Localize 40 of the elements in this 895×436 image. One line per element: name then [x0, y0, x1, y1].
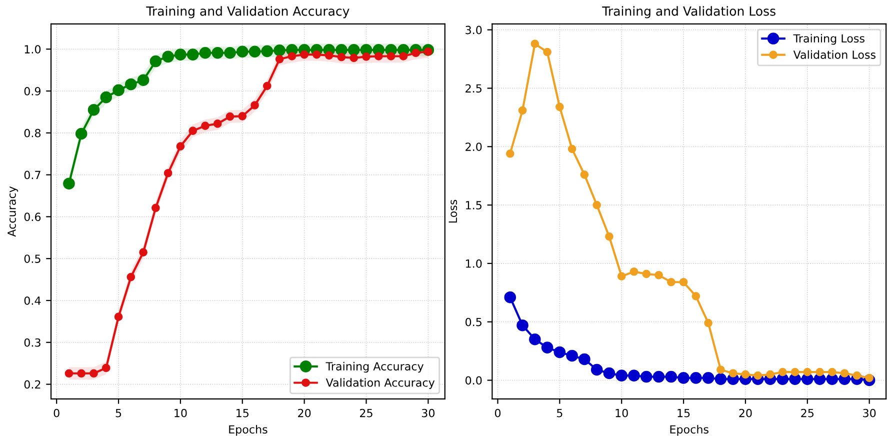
x-tick-label: 10 — [174, 408, 187, 418]
y-tick-label: 2.5 — [466, 84, 482, 93]
y-axis-title: Loss — [448, 200, 458, 223]
y-tick-label: 0.5 — [466, 318, 482, 326]
y-tick-label: 0.3 — [24, 338, 40, 347]
x-tick-label: 10 — [616, 408, 628, 418]
y-tick-label: 0.8 — [24, 128, 41, 138]
y-tick-label: 0.5 — [24, 254, 40, 263]
y-tick-label: 0.2 — [24, 380, 40, 389]
y-tick-label: 3.0 — [466, 26, 482, 34]
legend-label: Validation Loss — [793, 50, 876, 59]
x-tick-label: 30 — [863, 408, 876, 418]
x-tick-label: 15 — [236, 409, 248, 418]
legend-label: Training Accuracy — [326, 362, 424, 373]
y-tick-label: 0.6 — [24, 212, 41, 222]
x-tick-label: 20 — [739, 408, 752, 418]
y-tick-label: 2.0 — [466, 142, 482, 152]
y-tick-label: 1.0 — [24, 45, 41, 54]
x-tick-label: 15 — [678, 409, 690, 418]
x-axis-title: Epochs — [229, 424, 268, 436]
x-tick-label: 20 — [298, 408, 311, 418]
y-tick-label: 1.5 — [466, 201, 482, 210]
x-tick-label: 0 — [54, 408, 60, 418]
chart-title: Training and Validation Loss — [602, 6, 776, 18]
x-tick-label: 0 — [494, 408, 501, 418]
chart-title: Training and Validation Accuracy — [146, 6, 350, 18]
x-tick-label: 30 — [422, 408, 435, 418]
y-axis-title: Accuracy — [8, 186, 18, 237]
y-tick-label: 0.4 — [24, 296, 41, 305]
x-tick-label: 25 — [801, 408, 814, 418]
legend-label: Training Loss — [793, 34, 864, 45]
x-tick-label: 25 — [360, 408, 372, 418]
x-tick-label: 5 — [556, 409, 562, 418]
y-tick-label: 0.0 — [466, 376, 482, 385]
y-tick-label: 1.0 — [466, 259, 482, 268]
legend-label: Validation Accuracy — [326, 378, 435, 389]
x-axis-title: Epochs — [670, 424, 708, 436]
y-tick-label: 0.7 — [24, 170, 40, 180]
x-tick-label: 5 — [116, 409, 122, 418]
y-tick-label: 0.9 — [24, 86, 41, 96]
